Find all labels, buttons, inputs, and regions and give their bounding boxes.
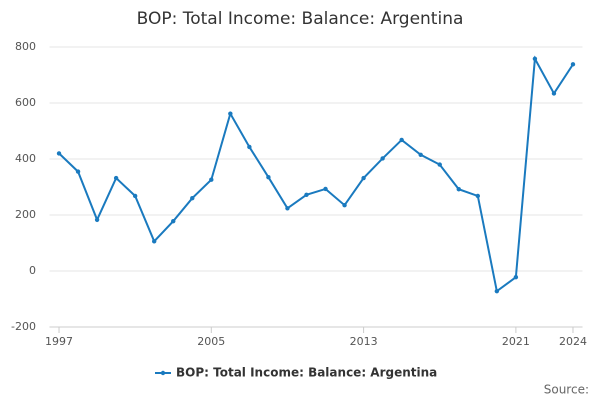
y-tick-label: -200 [11, 320, 36, 333]
point [323, 186, 328, 192]
point [285, 206, 290, 211]
y-tick-label: 200 [15, 208, 36, 221]
point [475, 193, 481, 199]
point [209, 177, 214, 182]
point [75, 169, 81, 174]
x-tick-label: 1997 [45, 335, 73, 348]
x-tick-label: 2013 [350, 335, 378, 348]
point [437, 162, 442, 167]
point [304, 192, 309, 198]
y-tick-label: 400 [15, 152, 36, 165]
series-line [58, 55, 574, 293]
point [418, 152, 423, 157]
point [513, 274, 519, 280]
point [342, 203, 347, 208]
x-tick-label: 2024 [559, 335, 587, 348]
point [94, 217, 100, 222]
point [151, 239, 157, 244]
point [380, 156, 385, 161]
point [361, 175, 366, 181]
point [228, 111, 233, 116]
point [247, 144, 252, 150]
x-tick-label: 2005 [197, 335, 225, 348]
point [113, 175, 119, 181]
legend-label: BOP: Total Income: Balance: Argentina [176, 366, 437, 380]
point [532, 56, 538, 61]
x-tick-label: 2021 [502, 335, 530, 348]
y-tick-label: 600 [15, 96, 36, 109]
point [551, 91, 557, 96]
point [190, 196, 195, 201]
y-tick-label: 0 [29, 264, 36, 277]
chart-title: BOP: Total Income: Balance: Argentina [137, 9, 464, 29]
point [132, 193, 138, 199]
source: Source: [544, 383, 589, 397]
point [266, 175, 271, 180]
point [171, 218, 176, 224]
point [56, 151, 62, 156]
legend-marker [160, 370, 166, 376]
y-tick-label: 800 [15, 40, 36, 53]
point [494, 288, 500, 294]
point [399, 137, 404, 143]
point [570, 62, 576, 67]
point [456, 187, 461, 192]
